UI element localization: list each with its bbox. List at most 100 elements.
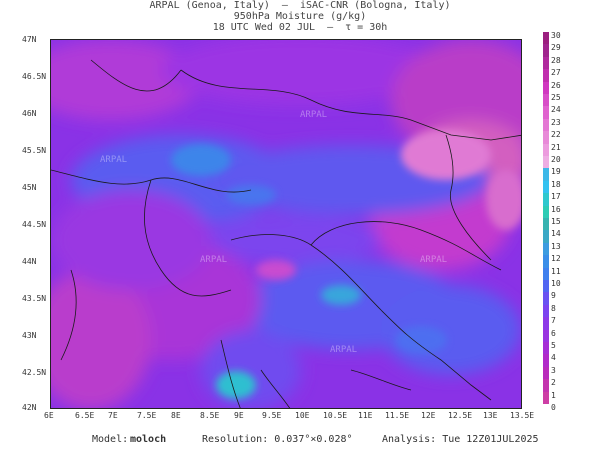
x-tick-label: 10E [295,411,310,420]
colorbar-label: 26 [551,80,561,90]
colorbar-label: 17 [551,192,561,202]
colorbar-label: 11 [551,266,561,276]
x-tick-label: 8E [171,411,181,420]
x-tick-label: 7.5E [137,411,157,420]
title-variable: 950hPa Moisture (g/kg) [233,11,367,22]
colorbar-label: 0 [551,403,556,412]
colorbar-swatch [543,94,549,107]
y-tick-label: 45N [22,183,37,192]
y-tick-label: 45.5N [22,146,47,155]
y-tick-label: 44.5N [22,220,47,229]
colorbar-label: 18 [551,179,561,189]
colorbar-label: 3 [551,365,556,375]
colorbar-swatch [543,354,549,368]
moisture-field [51,40,521,408]
colorbar-swatch [543,205,549,219]
watermark-text: ARPAL [300,110,328,120]
colorbar-swatch [543,366,549,380]
field-shading [51,40,521,408]
colorbar-swatch [543,32,549,45]
y-tick-label: 44N [22,257,37,266]
title-time: 18 UTC Wed 02 JUL — τ = 30h [212,22,388,33]
moisture-map [50,39,522,409]
x-tick-label: 10.5E [323,411,348,420]
watermark-text: ARPAL [420,255,448,265]
colorbar-swatch [543,69,549,83]
x-tick-label: 9E [234,411,244,420]
colorbar-swatch [543,143,549,157]
y-tick-label: 46N [22,109,37,118]
colorbar-swatch [543,255,549,269]
colorbar-label: 5 [551,341,556,350]
coastlines-and-borders [51,59,521,408]
x-tick-label: 6.5E [75,411,95,420]
x-tick-label: 11E [358,411,373,420]
colorbar-swatch [543,131,549,145]
colorbar-label: 16 [551,204,561,214]
y-tick-label: 43.5N [22,294,47,303]
colorbar-label: 1 [551,390,556,400]
x-tick-label: 8.5E [200,411,220,420]
colorbar-swatch [543,106,549,120]
colorbar-swatch [543,317,549,331]
colorbar-swatch [543,292,549,306]
colorbar-label: 6 [551,328,556,338]
colorbar-label: 22 [551,130,561,140]
x-tick-label: 11.5E [385,411,410,420]
colorbar-label: 24 [551,105,561,115]
x-tick-label: 13E [483,411,498,420]
colorbar-label: 7 [551,316,556,326]
x-tick-label: 9.5E [262,411,282,420]
colorbar-swatch [543,304,549,318]
x-tick-label: 6E [44,411,54,420]
colorbar-label: 27 [551,68,561,78]
colorbar-swatch [543,379,549,393]
colorbar-label: 12 [551,254,561,264]
colorbar-label: 19 [551,167,561,177]
colorbar-swatch [543,230,549,244]
colorbar-label: 20 [551,155,561,164]
colorbar-swatch [543,180,549,194]
colorbar-swatch [543,156,549,169]
colorbar-swatch [543,118,549,132]
colorbar-swatch [543,242,549,256]
x-tick-label: 12E [421,411,436,420]
y-tick-label: 47N [22,35,37,44]
colorbar-label: 29 [551,43,561,53]
map-title: ARPAL (Genoa, Italy) — iSAC-CNR (Bologna… [0,0,600,33]
resolution-text: Resolution: 0.037°×0.028° [202,434,353,445]
colorbar-label: 8 [551,303,556,313]
x-tick-label: 13.5E [510,411,535,420]
y-tick-label: 43N [22,331,37,340]
colorbar-label: 23 [551,117,561,127]
colorbar-swatch [543,267,549,281]
colorbar-swatch [543,56,549,70]
colorbar-label: 4 [551,353,556,363]
colorbar-label: 10 [551,279,561,288]
colorbar-label: 30 [551,31,561,40]
title-source: ARPAL (Genoa, Italy) — iSAC-CNR (Bologna… [149,0,451,11]
x-tick-label: 12.5E [448,411,473,420]
model-value: moloch [130,434,167,445]
analysis-text: Analysis: Tue 12Z01JUL2025 [382,434,539,445]
watermark-text: ARPAL [330,345,358,355]
colorbar-label: 21 [551,142,561,152]
colorbar-swatch [543,329,549,343]
y-tick-label: 46.5N [22,72,47,81]
colorbar-swatch [543,342,549,355]
colorbar-swatch [543,280,549,293]
colorbar-swatch [543,193,549,207]
colorbar-swatch [543,218,549,231]
field-detail [171,130,521,399]
colorbar-swatch [543,391,549,405]
colorbar-swatch [543,81,549,95]
colorbar-label: 28 [551,55,561,65]
colorbar-label: 25 [551,93,561,102]
y-tick-label: 42N [22,403,37,412]
colorbar-label: 15 [551,217,561,226]
watermark-text: ARPAL [100,155,128,165]
colorbar-swatch [543,168,549,182]
y-tick-label: 42.5N [22,368,47,377]
colorbar-label: 14 [551,229,561,239]
colorbar-label: 2 [551,378,556,388]
